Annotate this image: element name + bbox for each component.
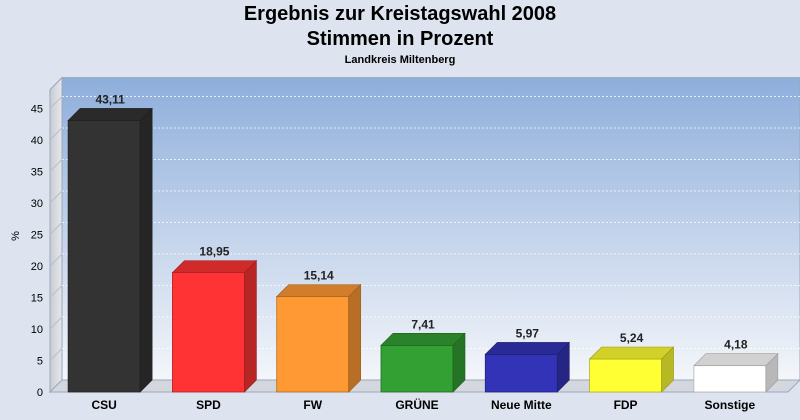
x-tick-label: SPD [196, 398, 221, 412]
gridline-wall [49, 159, 63, 172]
x-tick-label: Neue Mitte [491, 398, 552, 412]
data-label: 43,11 [95, 92, 125, 106]
chart-subtitle: Stimmen in Prozent [306, 28, 494, 50]
plot-left-wall [49, 76, 63, 394]
x-tick-label: CSU [91, 398, 116, 412]
gridline-wall [49, 316, 63, 330]
gridline-wall [49, 348, 63, 361]
data-label: 5,97 [516, 326, 540, 340]
y-tick-label: 40 [31, 135, 43, 147]
bar-top [588, 346, 675, 360]
y-tick-label: 45 [31, 104, 43, 116]
gridline-wall [49, 190, 63, 204]
bar-front [276, 296, 350, 393]
y-tick-label: 35 [31, 167, 43, 179]
chart-region-label: Landkreis Miltenberg [344, 54, 456, 66]
bar-top [693, 353, 779, 366]
y-tick-label: 10 [31, 324, 43, 336]
y-axis-label: % [10, 231, 22, 241]
x-tick-label: FDP [614, 398, 638, 412]
data-label: 15,14 [304, 269, 334, 283]
data-label: 7,41 [411, 317, 435, 331]
gridline-wall [49, 127, 63, 141]
bar-side [139, 107, 153, 393]
bar-side [244, 259, 257, 393]
y-tick-label: 15 [31, 293, 43, 305]
y-tick-label: 0 [37, 387, 43, 399]
bar [484, 341, 571, 393]
bar [67, 107, 153, 393]
bar-front [589, 358, 662, 393]
bar-front [172, 272, 245, 393]
bar [588, 346, 675, 393]
bar [171, 259, 258, 393]
y-tick-label: 25 [31, 230, 43, 242]
gridline-wall [49, 285, 63, 298]
y-tick-label: 5 [37, 356, 43, 368]
bar [380, 332, 466, 393]
bar-front [380, 344, 454, 393]
gridline-wall [49, 253, 63, 267]
gridline-wall [49, 222, 63, 235]
data-label: 18,95 [199, 245, 229, 259]
x-tick-label: FW [303, 398, 322, 412]
bar-top [67, 108, 153, 121]
bar-front [484, 353, 558, 393]
x-tick-label: GRÜNE [395, 397, 438, 412]
y-tick-label: 30 [31, 198, 43, 210]
x-tick-label: Sonstige [705, 398, 756, 412]
bar [275, 283, 362, 393]
y-tick-label: 20 [31, 261, 43, 273]
bar-top [171, 260, 258, 273]
bar-front [693, 365, 767, 393]
bar-top [380, 333, 466, 346]
bar-side [348, 283, 362, 393]
bar-top [484, 342, 571, 355]
bar [693, 352, 779, 393]
bar-front [67, 120, 141, 393]
bar-top [275, 284, 362, 297]
data-label: 5,24 [620, 331, 644, 345]
data-label: 4,18 [724, 338, 748, 352]
gridline-wall [49, 96, 63, 109]
chart-title: Ergebnis zur Kreistagswahl 2008 [243, 3, 557, 25]
